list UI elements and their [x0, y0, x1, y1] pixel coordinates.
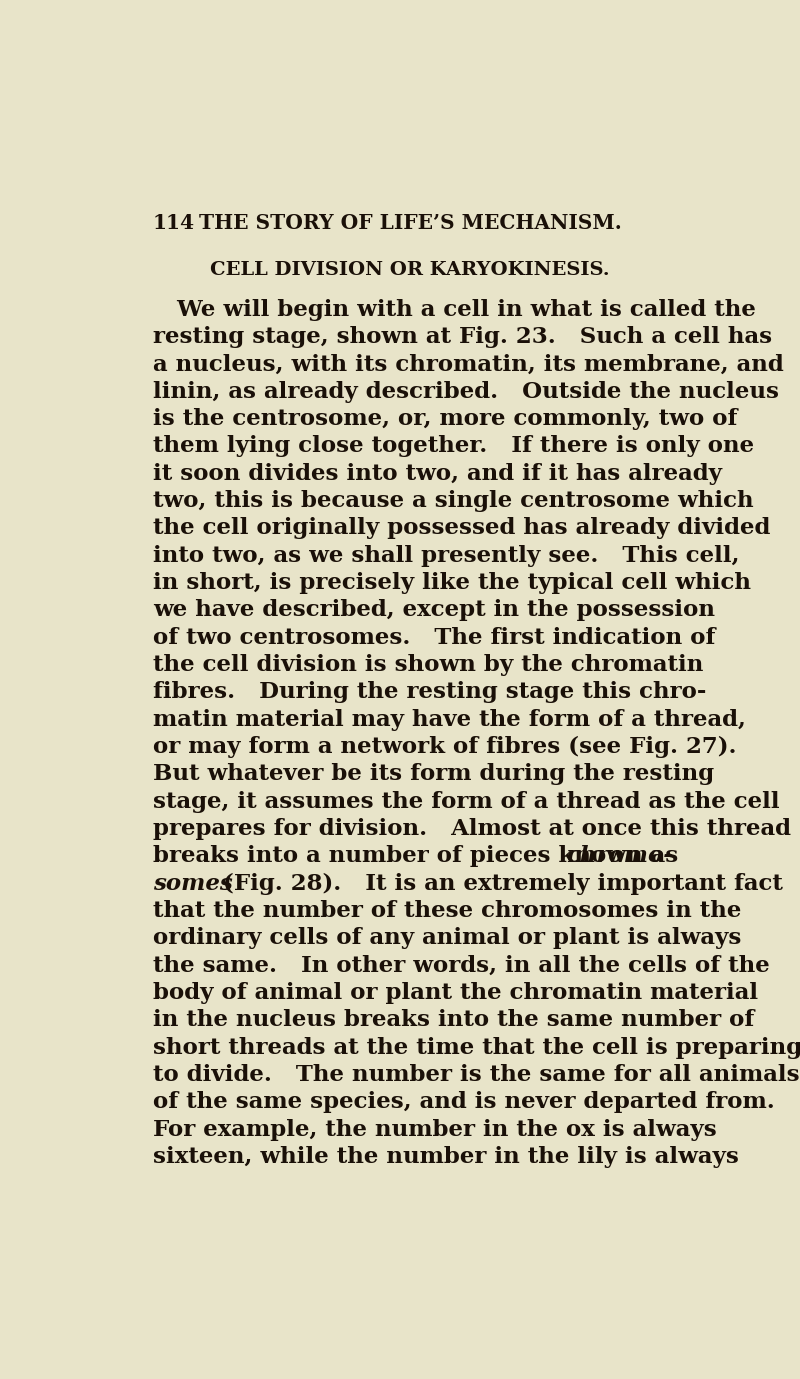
- Text: into two, as we shall presently see.   This cell,: into two, as we shall presently see. Thi…: [153, 545, 739, 567]
- Text: somes: somes: [153, 873, 233, 895]
- Text: linin, as already described.   Outside the nucleus: linin, as already described. Outside the…: [153, 381, 778, 403]
- Text: of two centrosomes.   The first indication of: of two centrosomes. The first indication…: [153, 626, 715, 648]
- Text: matin material may have the form of a thread,: matin material may have the form of a th…: [153, 709, 746, 731]
- Text: For example, the number in the ox is always: For example, the number in the ox is alw…: [153, 1118, 717, 1140]
- Text: (Fig. 28).   It is an extremely important fact: (Fig. 28). It is an extremely important …: [214, 873, 782, 895]
- Text: stage, it assumes the form of a thread as the cell: stage, it assumes the form of a thread a…: [153, 790, 779, 812]
- Text: We will begin with a cell in what is called the: We will begin with a cell in what is cal…: [153, 299, 755, 321]
- Text: THE STORY OF LIFE’S MECHANISM.: THE STORY OF LIFE’S MECHANISM.: [198, 212, 622, 233]
- Text: or may form a network of fibres (see Fig. 27).: or may form a network of fibres (see Fig…: [153, 736, 736, 758]
- Text: it soon divides into two, and if it has already: it soon divides into two, and if it has …: [153, 462, 722, 484]
- Text: we have described, except in the possession: we have described, except in the possess…: [153, 600, 714, 622]
- Text: sixteen, while the number in the lily is always: sixteen, while the number in the lily is…: [153, 1146, 738, 1168]
- Text: chromo-: chromo-: [566, 845, 673, 867]
- Text: the same.   In other words, in all the cells of the: the same. In other words, in all the cel…: [153, 954, 770, 976]
- Text: is the centrosome, or, more commonly, two of: is the centrosome, or, more commonly, tw…: [153, 408, 737, 430]
- Text: the cell division is shown by the chromatin: the cell division is shown by the chroma…: [153, 654, 703, 676]
- Text: them lying close together.   If there is only one: them lying close together. If there is o…: [153, 436, 754, 458]
- Text: breaks into a number of pieces known as: breaks into a number of pieces known as: [153, 845, 686, 867]
- Text: the cell originally possessed has already divided: the cell originally possessed has alread…: [153, 517, 770, 539]
- Text: to divide.   The number is the same for all animals: to divide. The number is the same for al…: [153, 1065, 799, 1087]
- Text: in the nucleus breaks into the same number of: in the nucleus breaks into the same numb…: [153, 1009, 754, 1031]
- Text: a nucleus, with its chromatin, its membrane, and: a nucleus, with its chromatin, its membr…: [153, 353, 783, 375]
- Text: 114: 114: [153, 212, 195, 233]
- Text: But whatever be its form during the resting: But whatever be its form during the rest…: [153, 764, 714, 785]
- Text: fibres.   During the resting stage this chro-: fibres. During the resting stage this ch…: [153, 681, 706, 703]
- Text: somes: somes: [153, 873, 233, 895]
- Text: two, this is because a single centrosome which: two, this is because a single centrosome…: [153, 490, 754, 512]
- Text: CELL DIVISION OR KARYOKINESIS.: CELL DIVISION OR KARYOKINESIS.: [210, 261, 610, 279]
- Text: ordinary cells of any animal or plant is always: ordinary cells of any animal or plant is…: [153, 927, 741, 949]
- Text: breaks into a number of pieces known as: breaks into a number of pieces known as: [153, 845, 686, 867]
- Text: body of animal or plant the chromatin material: body of animal or plant the chromatin ma…: [153, 982, 758, 1004]
- Text: in short, is precisely like the typical cell which: in short, is precisely like the typical …: [153, 572, 750, 594]
- Text: that the number of these chromosomes in the: that the number of these chromosomes in …: [153, 900, 741, 923]
- Text: prepares for division.   Almost at once this thread: prepares for division. Almost at once th…: [153, 818, 790, 840]
- Text: of the same species, and is never departed from.: of the same species, and is never depart…: [153, 1091, 774, 1113]
- Text: short threads at the time that the cell is preparing: short threads at the time that the cell …: [153, 1037, 800, 1059]
- Text: resting stage, shown at Fig. 23.   Such a cell has: resting stage, shown at Fig. 23. Such a …: [153, 325, 772, 348]
